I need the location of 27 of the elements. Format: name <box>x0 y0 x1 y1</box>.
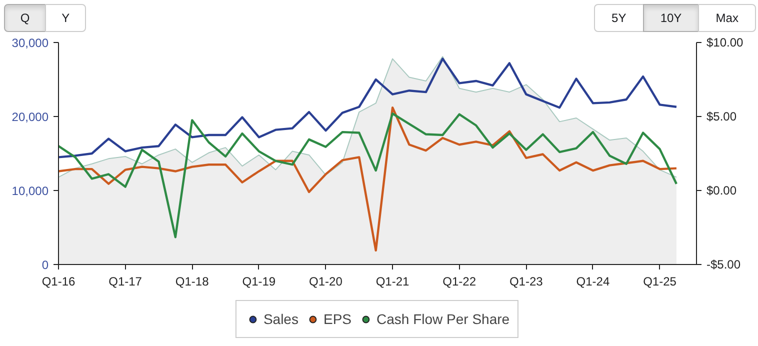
y-tick-label: 20,000 <box>12 110 49 124</box>
x-tick-label: Q1-16 <box>42 274 76 288</box>
text: Max <box>698 4 756 32</box>
x-tick-label: Q1-18 <box>175 274 210 288</box>
x-tick-label: Q1-17 <box>108 274 142 288</box>
text: 5Y <box>594 4 644 32</box>
text: 10Y <box>642 4 700 32</box>
legend-label: Cash Flow Per Share <box>376 311 510 327</box>
y2-tick-label: $10.00 <box>706 36 744 50</box>
line-series <box>58 58 678 158</box>
y-tick-label: 10,000 <box>12 184 49 198</box>
x-tick-label: Q1-21 <box>376 274 410 288</box>
y-tick-label: 0 <box>42 258 49 272</box>
x-tick-label: Q1-23 <box>509 274 544 288</box>
y2-tick-label: $5.00 <box>706 110 737 124</box>
x-tick-label: Q1-20 <box>309 274 343 288</box>
legend-label: EPS <box>323 311 352 327</box>
y2-tick-label: -$5.00 <box>706 258 741 272</box>
x-tick-label: Q1-19 <box>242 274 276 288</box>
y-tick-label: 30,000 <box>12 36 49 50</box>
text: Q <box>4 4 46 32</box>
x-tick-label: Q1-24 <box>576 274 610 288</box>
text: Y <box>45 4 86 32</box>
x-tick-label: Q1-25 <box>643 274 677 288</box>
legend-label: Sales <box>263 311 298 327</box>
y2-tick-label: $0.00 <box>706 184 737 198</box>
x-tick-label: Q1-22 <box>442 274 476 288</box>
